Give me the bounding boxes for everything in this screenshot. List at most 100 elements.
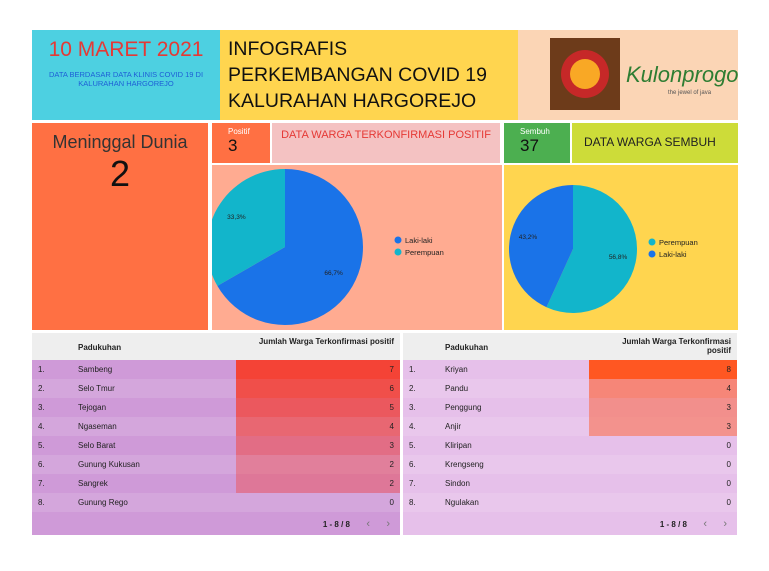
row-value: 5 xyxy=(389,403,394,412)
pie-chart: 66,7% Laki-laki 33,3% Perempuan xyxy=(212,165,502,330)
row-index: 7. xyxy=(38,479,45,488)
row-name: Ngulakan xyxy=(445,498,479,507)
row-name: Penggung xyxy=(445,403,482,412)
row-value: 4 xyxy=(389,422,394,431)
row-name: Selo Tmur xyxy=(78,384,115,393)
row-value: 0 xyxy=(726,479,731,488)
legend-label: Laki-laki xyxy=(659,250,687,259)
slice-label: 33,3% xyxy=(227,214,246,221)
legend-marker xyxy=(394,248,402,256)
value-cell xyxy=(589,398,737,417)
row-index: 6. xyxy=(409,460,416,469)
value-cell xyxy=(589,455,737,474)
row-index: 5. xyxy=(409,441,416,450)
title-line: INFOGRAFIS xyxy=(228,38,348,60)
deaths-label: Meninggal Dunia xyxy=(52,132,188,152)
row-name: Gunung Kukusan xyxy=(78,460,140,469)
table-row: 2. Selo Tmur 6 xyxy=(32,379,400,398)
row-index: 1. xyxy=(409,365,416,374)
legend-marker xyxy=(648,238,656,246)
column-header[interactable]: Jumlah Warga Terkonfirmasi positif xyxy=(622,337,731,355)
row-name: Sindon xyxy=(445,479,470,488)
row-value: 2 xyxy=(389,460,394,469)
row-index: 1. xyxy=(38,365,45,374)
value-cell xyxy=(589,379,737,398)
table-footer: 1 - 8 / 8 ‹ › xyxy=(32,514,400,535)
recovered-label: Sembuh xyxy=(520,127,550,136)
table-header: Padukuhan Jumlah Warga Terkonfirmasi posi… xyxy=(403,333,737,360)
column-header: Padukuhan xyxy=(445,343,489,352)
pagination: 1 - 8 / 8 xyxy=(659,520,687,529)
row-value: 0 xyxy=(726,460,731,469)
next-page-button[interactable]: › xyxy=(386,518,390,530)
table: Padukuhan Jumlah Warga Terkonfirmasi posi… xyxy=(32,333,400,535)
positive-value: 3 xyxy=(228,136,238,155)
table-footer: 1 - 8 / 8 ‹ › xyxy=(403,514,737,535)
row-index: 8. xyxy=(38,498,45,507)
row-value: 4 xyxy=(726,384,731,393)
table-row: 4. Ngaseman 4 xyxy=(32,417,400,436)
row-name: Kriyan xyxy=(445,365,468,374)
table-row: 7. Sangrek 2 xyxy=(32,474,400,493)
legend-label: Perempuan xyxy=(405,248,444,257)
row-index: 8. xyxy=(409,498,416,507)
pie-slice xyxy=(509,185,573,308)
row-index: 6. xyxy=(38,460,45,469)
table-row: 3. Tejogan 5 xyxy=(32,398,400,417)
row-name: Pandu xyxy=(445,384,469,393)
recovered-value: 37 xyxy=(520,136,539,155)
value-cell xyxy=(236,493,400,512)
table-row: 5. Selo Barat 3 xyxy=(32,436,400,455)
positive-label: Positif xyxy=(228,127,250,136)
row-name: Ngaseman xyxy=(78,422,117,431)
row-name: Kliripan xyxy=(445,441,472,450)
row-name: Anjir xyxy=(445,422,462,431)
value-cell xyxy=(236,436,400,455)
row-value: 2 xyxy=(389,479,394,488)
deaths-card: Meninggal Dunia 2 xyxy=(32,123,208,330)
legend-label: Perempuan xyxy=(659,238,698,247)
next-page-button[interactable]: › xyxy=(723,518,727,530)
row-value: 6 xyxy=(389,384,394,393)
positive-title: DATA WARGA TERKONFIRMASI POSITIF xyxy=(272,123,500,163)
prev-page-button[interactable]: ‹ xyxy=(703,518,707,530)
row-index: 7. xyxy=(409,479,416,488)
legend-marker xyxy=(394,236,402,244)
row-value: 0 xyxy=(726,441,731,450)
row-value: 3 xyxy=(389,441,394,450)
row-index: 4. xyxy=(38,422,45,431)
prev-page-button[interactable]: ‹ xyxy=(366,518,370,530)
date-box: 10 MARET 2021 DATA BERDASAR DATA KLINIS … xyxy=(32,30,220,120)
row-index: 3. xyxy=(38,403,45,412)
recovered-card: Sembuh 37 xyxy=(504,123,570,163)
table-row: 8. Gunung Rego 0 xyxy=(32,493,400,512)
value-cell xyxy=(589,360,737,379)
table-row: 5. Kliripan 0 xyxy=(403,436,737,455)
table-row: 3. Penggung 3 xyxy=(403,398,737,417)
slice-label: 66,7% xyxy=(324,270,343,277)
value-cell xyxy=(236,474,400,493)
column-header[interactable]: Jumlah Warga Terkonfirmasi positif xyxy=(258,337,394,346)
value-cell xyxy=(236,455,400,474)
value-cell xyxy=(236,379,400,398)
value-cell xyxy=(236,417,400,436)
table-row: 7. Sindon 0 xyxy=(403,474,737,493)
row-name: Selo Barat xyxy=(78,441,116,450)
pie-slice xyxy=(212,169,285,286)
deaths-value: 2 xyxy=(109,153,131,194)
table-row: 6. Krengseng 0 xyxy=(403,455,737,474)
row-value: 3 xyxy=(726,422,731,431)
logo: Kulonprogo the jewel of java xyxy=(550,38,739,110)
pie-chart: 56,8% Perempuan 43,2% Laki-laki xyxy=(504,165,738,330)
logo-text: Kulonprogo xyxy=(626,62,738,87)
logo-tagline: the jewel of java xyxy=(668,90,712,96)
table-row: 1. Sambeng 7 xyxy=(32,360,400,379)
table-header: Padukuhan Jumlah Warga Terkonfirmasi posi… xyxy=(32,333,400,360)
row-name: Sangrek xyxy=(78,479,108,488)
row-name: Gunung Rego xyxy=(78,498,128,507)
table: Padukuhan Jumlah Warga Terkonfirmasi posi… xyxy=(403,333,737,535)
table-row: 6. Gunung Kukusan 2 xyxy=(32,455,400,474)
legend-label: Laki-laki xyxy=(405,236,433,245)
pie-slice xyxy=(217,169,363,325)
